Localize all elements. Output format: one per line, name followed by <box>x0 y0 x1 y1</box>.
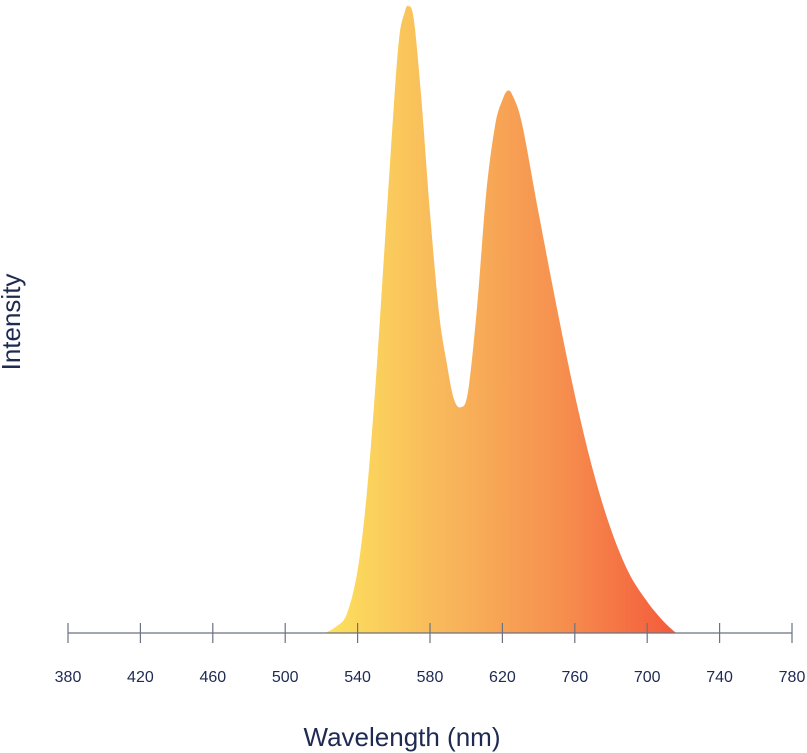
spectrum-area <box>325 5 677 634</box>
x-tick-label: 740 <box>706 669 733 686</box>
x-tick-label: 580 <box>417 669 444 686</box>
x-tick-label: 380 <box>55 669 82 686</box>
x-tick-label: 460 <box>199 669 226 686</box>
x-tick-label: 420 <box>127 669 154 686</box>
x-tick-label: 500 <box>272 669 299 686</box>
x-tick-label: 620 <box>489 669 516 686</box>
y-axis-title: Intensity <box>0 274 26 371</box>
x-tick-label: 760 <box>561 669 588 686</box>
x-axis-ticks: 380 420 460 500 540 580 620 760 700 740 780 <box>55 623 806 686</box>
x-tick-label: 700 <box>634 669 661 686</box>
x-tick-label: 780 <box>779 669 806 686</box>
x-tick-label: 540 <box>344 669 371 686</box>
x-axis-title: Wavelength (nm) <box>304 722 501 752</box>
